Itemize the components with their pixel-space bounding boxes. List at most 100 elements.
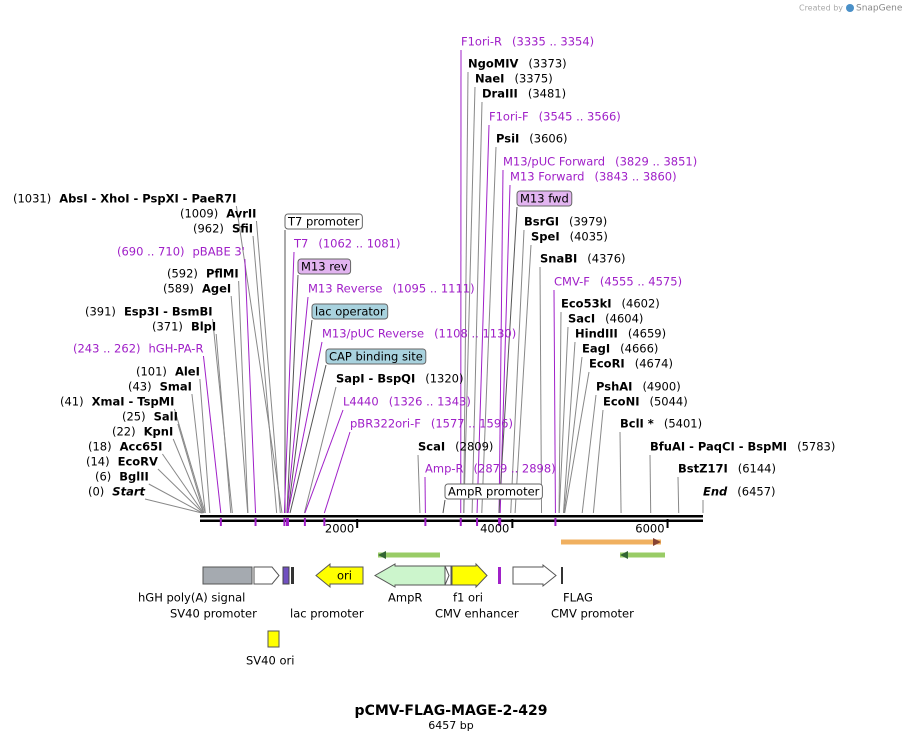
- site-position: (4555 .. 4575): [600, 275, 682, 289]
- site-position: (3375): [514, 72, 552, 86]
- site-position: (101): [136, 365, 167, 379]
- site-position: (1031): [13, 192, 51, 206]
- connector: [290, 365, 326, 513]
- site-name: SnaBI: [540, 252, 577, 266]
- feature-label: CMV promoter: [551, 607, 634, 621]
- site-name: SpeI: [531, 230, 560, 244]
- connector: [418, 455, 420, 513]
- site-position: (391): [85, 305, 116, 319]
- feature-tag: lac operator: [312, 304, 388, 319]
- site-name: XmaI - TspMI: [92, 395, 175, 409]
- feature-label: FLAG: [563, 591, 593, 605]
- site-name: EagI: [582, 342, 610, 356]
- site-position: (1577 .. 1596): [431, 417, 513, 431]
- site-position: (18): [88, 440, 112, 454]
- site-position: (3606): [529, 132, 567, 146]
- site-name: F1ori-F: [489, 110, 529, 124]
- feature-label: hGH poly(A) signal: [138, 591, 245, 605]
- site-position: (43): [128, 380, 152, 394]
- site-name: Acc65I: [120, 440, 163, 454]
- site-name: End: [703, 485, 728, 499]
- axis-tick-label: 2000: [325, 522, 354, 536]
- site-position: (4376): [587, 252, 625, 266]
- feature-label: CMV enhancer: [435, 607, 519, 621]
- site-position: (690 .. 710): [117, 245, 185, 259]
- site-name: AbsI - XhoI - PspXI - PaeR7I: [59, 192, 236, 206]
- site-position: (589): [163, 282, 194, 296]
- feature: [254, 567, 279, 584]
- arrowhead: [653, 538, 661, 546]
- tag-label: T7 promoter: [287, 215, 360, 229]
- tag-label: M13 rev: [301, 260, 348, 274]
- site-name: M13 Forward: [510, 170, 584, 184]
- site-position: (243 .. 262): [73, 342, 141, 356]
- map-length: 6457 bp: [428, 719, 473, 732]
- feature-label: SV40 ori: [246, 654, 294, 668]
- connector: [620, 432, 621, 513]
- connector: [288, 342, 322, 513]
- site-name: BfuAI - PaqCI - BspMI: [650, 440, 787, 454]
- connector: [564, 357, 582, 513]
- map-title: pCMV-FLAG-MAGE-2-429: [355, 703, 548, 719]
- site-name: hGH-PA-R: [149, 342, 204, 356]
- feature: [561, 567, 563, 584]
- connector: [253, 236, 277, 513]
- site-position: (2879 .. 2898): [474, 462, 556, 476]
- feature: [291, 567, 294, 584]
- site-position: (3481): [528, 87, 566, 101]
- site-name: HindIII: [575, 327, 618, 341]
- feature: [283, 567, 289, 584]
- site-name: pBR322ori-F: [350, 417, 421, 431]
- site-position: (6144): [738, 462, 776, 476]
- site-position: (592): [167, 267, 198, 281]
- site-position: (3829 .. 3851): [615, 155, 697, 169]
- site-name: AvrII: [226, 207, 256, 221]
- feature: [452, 564, 487, 587]
- site-position: (4659): [628, 327, 666, 341]
- site-position: (1095 .. 1111): [392, 282, 474, 296]
- site-position: (5401): [664, 417, 702, 431]
- site-position: (3545 .. 3566): [539, 110, 621, 124]
- connector: [593, 410, 603, 513]
- connector: [582, 395, 596, 513]
- site-name: BglII: [119, 470, 149, 484]
- feature-tag: CAP binding site: [326, 349, 426, 364]
- site-name: Amp-R: [425, 462, 464, 476]
- site-position: (0): [88, 485, 104, 499]
- connector: [158, 469, 203, 513]
- feature-tag: M13 rev: [298, 259, 351, 274]
- backbone: [200, 515, 703, 518]
- feature: [513, 565, 556, 586]
- site-position: (1062 .. 1081): [318, 237, 400, 251]
- brand: SnapGene: [856, 4, 903, 14]
- connector: [145, 499, 202, 513]
- feature: [203, 567, 252, 584]
- connector: [231, 296, 248, 513]
- site-position: (14): [86, 455, 110, 469]
- connector: [678, 477, 679, 513]
- feature-label: SV40 promoter: [170, 607, 257, 621]
- site-name: EcoNI: [603, 395, 639, 409]
- site-name: pBABE 3': [193, 245, 245, 259]
- site-name: SacI: [568, 312, 595, 326]
- site-position: (3843 .. 3860): [594, 170, 676, 184]
- site-position: (4666): [620, 342, 658, 356]
- site-position: (25): [122, 410, 146, 424]
- connector: [149, 484, 203, 513]
- site-position: (1009): [180, 207, 218, 221]
- feature: [445, 566, 451, 585]
- site-name: NaeI: [475, 72, 504, 86]
- site-name: SalI: [154, 410, 178, 424]
- axis-tick-label: 4000: [480, 522, 509, 536]
- connector: [174, 409, 205, 513]
- site-position: (3373): [528, 57, 566, 71]
- site-name: BstZ17I: [678, 462, 728, 476]
- site-name: AleI: [175, 365, 200, 379]
- tag-label: lac operator: [315, 305, 385, 319]
- site-name: AgeI: [202, 282, 231, 296]
- connector: [324, 432, 350, 513]
- site-name: BclI *: [620, 417, 654, 431]
- tag-label: CAP binding site: [329, 350, 423, 364]
- feature-label: ori: [337, 569, 352, 583]
